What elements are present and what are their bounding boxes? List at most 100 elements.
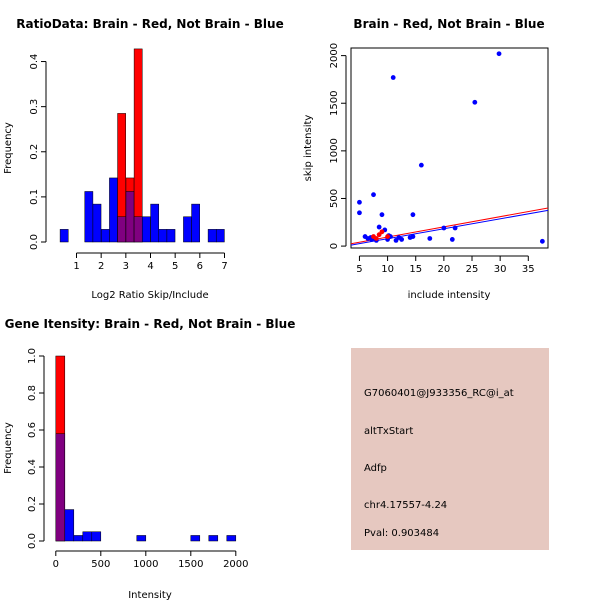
- scatter-point: [376, 224, 382, 230]
- panel-ratio-histogram: RatioData: Brain - Red, Not Brain - Blue…: [3, 17, 284, 301]
- p-value: Pval: 0.903484: [364, 528, 439, 539]
- ratio-y-tick-label: 0.2: [29, 144, 40, 160]
- scatter-point: [496, 51, 502, 57]
- ratio-bar: [84, 191, 94, 243]
- ratio-bar: [59, 229, 69, 243]
- intensity-x-label: Intensity: [128, 590, 172, 600]
- scatter-point: [410, 234, 416, 239]
- ratio-bar: [191, 203, 200, 243]
- intensity-x-tick-label: 1000: [133, 559, 158, 570]
- scatter-point: [373, 236, 379, 241]
- scatter-points: [357, 51, 545, 244]
- scatter-y-tick-label: 2000: [329, 43, 340, 68]
- scatter-point: [472, 99, 478, 105]
- ratio-y-label: Frequency: [3, 122, 14, 174]
- intensity-bars: [55, 355, 237, 542]
- ratio-bars: [59, 48, 225, 243]
- ratio-bar: [183, 216, 192, 243]
- scatter-fit-line: [350, 207, 549, 245]
- intensity-x-axis: 0 500 1000 1500 2000: [53, 550, 249, 570]
- scatter-y-tick-label: 0: [329, 243, 340, 249]
- intensity-bar: [73, 535, 84, 542]
- scatter-point: [357, 199, 362, 205]
- ratio-bar: [166, 229, 176, 243]
- ratio-chart-title: RatioData: Brain - Red, Not Brain - Blue: [16, 17, 283, 31]
- scatter-x-tick-label: 35: [522, 264, 535, 275]
- intensity-x-tick-label: 0: [53, 559, 59, 570]
- ratio-y-tick-label: 0.3: [29, 99, 40, 115]
- scatter-point: [452, 225, 458, 231]
- scatter-plot-box: [350, 47, 549, 249]
- scatter-point: [399, 237, 405, 242]
- intensity-bar-overlap: [55, 433, 66, 542]
- intensity-bar: [91, 531, 102, 542]
- ratio-bar: [158, 229, 168, 243]
- ratio-x-tick-label: 4: [147, 261, 153, 272]
- panel-scatter: Brain - Red, Not Brain - Blue 5 10 15 20 25 3…: [303, 17, 549, 301]
- intensity-bar: [190, 535, 201, 542]
- scatter-y-tick-label: 1500: [329, 91, 340, 116]
- scatter-y-tick-label: 1000: [329, 138, 340, 163]
- intensity-bar: [208, 535, 219, 542]
- ratio-y-axis: 0.0 0.1 0.2 0.3 0.4: [29, 54, 47, 250]
- intensity-y-tick-label: 1.0: [27, 348, 38, 364]
- ratio-x-tick-label: 7: [221, 261, 227, 272]
- ratio-bar: [150, 203, 160, 243]
- intensity-y-tick-label: 0.2: [27, 496, 38, 512]
- scatter-point: [379, 212, 385, 218]
- ratio-x-axis: 1 2 3 4 5 6 7: [73, 252, 228, 272]
- scatter-x-tick-label: 5: [356, 264, 362, 275]
- scatter-x-axis: 5 10 15 20 25 30 35: [356, 255, 535, 275]
- ratio-bar: [101, 229, 110, 243]
- intensity-bar: [64, 509, 75, 542]
- scatter-point: [379, 229, 385, 235]
- intensity-bar: [226, 535, 237, 542]
- genomic-location: chr4.17557-4.24: [364, 500, 447, 511]
- intensity-y-tick-label: 0.8: [27, 385, 38, 401]
- scatter-x-label: include intensity: [408, 290, 491, 301]
- scatter-point: [539, 238, 545, 244]
- probe-id: G7060401@J933356_RC@i_at: [364, 388, 514, 399]
- scatter-point: [441, 225, 447, 231]
- ratio-y-tick-label: 0.1: [29, 189, 40, 205]
- intensity-bar: [82, 531, 93, 542]
- info-box: [351, 348, 549, 550]
- scatter-point: [410, 212, 416, 218]
- ratio-x-tick-label: 1: [73, 261, 79, 272]
- scatter-chart-title: Brain - Red, Not Brain - Blue: [353, 17, 544, 31]
- gene-name: Adfp: [364, 463, 387, 474]
- scatter-point: [418, 162, 424, 168]
- panel-info: G7060401@J933356_RC@i_at altTxStart Adfp…: [351, 348, 549, 550]
- intensity-y-tick-label: 0.4: [27, 459, 38, 475]
- scatter-y-label: skip intensity: [303, 115, 314, 182]
- ratio-x-tick-label: 5: [172, 261, 178, 272]
- ratio-x-tick-label: 6: [197, 261, 203, 272]
- scatter-fit-line: [350, 209, 549, 246]
- event-type: altTxStart: [364, 426, 413, 437]
- scatter-x-tick-label: 25: [466, 264, 479, 275]
- intensity-y-tick-label: 0.6: [27, 422, 38, 438]
- intensity-x-tick-label: 2000: [223, 559, 248, 570]
- intensity-bar: [136, 535, 147, 542]
- intensity-chart-title: Gene Itensity: Brain - Red, Not Brain - …: [5, 317, 296, 331]
- scatter-y-tick-label: 500: [329, 189, 340, 208]
- ratio-x-tick-label: 3: [123, 261, 129, 272]
- scatter-x-tick-label: 20: [438, 264, 451, 275]
- scatter-point: [390, 75, 396, 80]
- scatter-y-axis: 0 500 1000 1500 2000: [329, 43, 347, 249]
- ratio-y-tick-label: 0.0: [29, 234, 40, 250]
- intensity-x-tick-label: 1500: [178, 559, 203, 570]
- scatter-point: [449, 237, 455, 242]
- intensity-y-tick-label: 0.0: [27, 533, 38, 549]
- ratio-bar: [133, 48, 143, 243]
- intensity-y-axis: 0.0 0.2 0.4 0.6 0.8 1.0: [27, 348, 45, 549]
- scatter-point: [357, 210, 362, 216]
- panel-intensity-histogram: Gene Itensity: Brain - Red, Not Brain - …: [3, 317, 295, 600]
- ratio-x-label: Log2 Ratio Skip/Include: [91, 290, 208, 301]
- ratio-bar: [207, 229, 217, 243]
- scatter-x-tick-label: 30: [494, 264, 507, 275]
- ratio-bar-overlap: [133, 216, 143, 243]
- scatter-point: [371, 192, 376, 198]
- ratio-bar-overlap: [117, 216, 126, 243]
